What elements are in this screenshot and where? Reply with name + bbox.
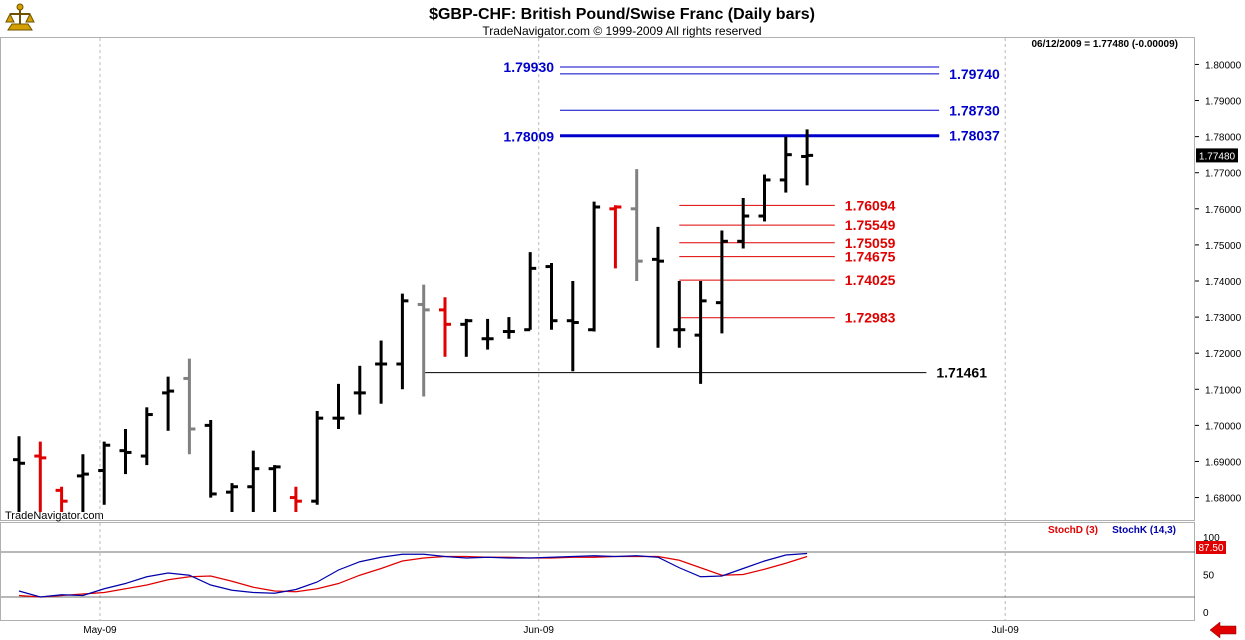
level-label-1: 1.79740 [949, 66, 1000, 82]
ohlc-bar [801, 129, 814, 186]
ohlc-bar [268, 465, 281, 512]
price-tick-label-10: 1.70000 [1205, 421, 1242, 432]
level-label-9: 1.74025 [845, 272, 896, 288]
ohlc-bar [55, 486, 68, 512]
chart-title: $GBP-CHF: British Pound/Swise Franc (Dai… [429, 6, 815, 23]
level-label-2: 1.78730 [949, 102, 1000, 118]
price-tick-label-4: 1.76000 [1205, 205, 1242, 216]
level-label-0: 1.79930 [503, 59, 554, 75]
ohlc-bar [396, 293, 409, 390]
ohlc-bar [162, 376, 175, 431]
level-label-8: 1.74675 [845, 249, 896, 265]
stoch-tick-label-2: 0 [1203, 608, 1209, 619]
price-tick-label-8: 1.72000 [1205, 349, 1242, 360]
ohlc-bar [289, 486, 302, 512]
ohlc-bar [311, 410, 324, 505]
price-axis: 1.80000 1.79000 1.78000 1.77000 1.76000 1.750… [1195, 60, 1242, 619]
price-tick-label-6: 1.74000 [1205, 277, 1242, 288]
level-label-11: 1.71461 [936, 365, 987, 381]
price-tick-label-5: 1.75000 [1205, 241, 1242, 252]
left-arrow-icon[interactable] [1206, 621, 1238, 639]
watermark-text: TradeNavigator.com [5, 510, 104, 522]
date-tick-label-0: May-09 [83, 625, 117, 636]
stoch-value-tag [1196, 541, 1226, 554]
ohlc-bar [588, 201, 601, 332]
ohlc-bar [76, 454, 89, 512]
ohlc-bar [673, 281, 686, 348]
stoch-panel-frame [0, 522, 1195, 621]
level-label-7: 1.75059 [845, 235, 896, 251]
ohlc-bar [353, 365, 366, 415]
ohlc-bar [34, 441, 47, 512]
ohlc-bar [737, 197, 750, 249]
logo-icon [5, 3, 35, 31]
legend-stochk: StochK (14,3) [1112, 525, 1176, 536]
ohlc-bar [758, 174, 771, 222]
ohlc-bar [524, 252, 537, 332]
ohlc-bar [652, 226, 664, 348]
stochastic-panel [18, 552, 808, 598]
ohlc-bar [98, 441, 111, 505]
level-label-4: 1.78037 [949, 127, 1000, 143]
level-label-6: 1.75549 [845, 217, 896, 233]
level-label-5: 1.76094 [845, 197, 896, 213]
last-price-label: 1.77480 [1199, 151, 1236, 162]
price-tick-label-3: 1.77000 [1205, 169, 1242, 180]
ohlc-bar [439, 297, 451, 357]
date-axis: May-09 Jun-09 Jul-09 [83, 625, 1019, 636]
price-tick-label-9: 1.71000 [1205, 385, 1242, 396]
stoch-tick-label-1: 50 [1203, 571, 1215, 582]
legend-stochd: StochD (3) [1048, 525, 1098, 536]
level-lines: 1.79930 1.79740 1.78730 1.78009 1.78037 1.760… [423, 59, 1000, 381]
ohlc-bar [609, 205, 622, 269]
stoch-tick-label-0: 100 [1203, 533, 1220, 544]
price-tick-label-12: 1.68000 [1205, 494, 1242, 505]
stoch-series-line-1 [18, 552, 808, 598]
price-tick-label-1: 1.79000 [1205, 97, 1242, 108]
ohlc-bar [13, 436, 25, 512]
price-tick-label-2: 1.78000 [1205, 133, 1242, 144]
ohlc-bar [183, 358, 196, 455]
ohlc-bar [460, 318, 473, 357]
grid-layer [1, 38, 1195, 620]
ohlc-bar [694, 281, 707, 384]
date-tick-label-1: Jun-09 [523, 625, 554, 636]
price-tick-label-7: 1.73000 [1205, 313, 1242, 324]
ohlc-bar [481, 318, 494, 350]
ohlc-bar [417, 284, 430, 397]
ohlc-bar [140, 407, 153, 466]
ohlc-bar [247, 450, 260, 512]
ohlc-bar [630, 169, 643, 281]
level-label-10: 1.72983 [845, 310, 896, 326]
price-panel-frame [0, 37, 1195, 521]
price-tick-label-0: 1.80000 [1205, 60, 1242, 71]
ohlc-bar [566, 281, 579, 372]
ohlc-bars [13, 129, 814, 512]
stoch-series-line-0 [18, 555, 808, 598]
ohlc-bar [226, 483, 238, 512]
price-tick-label-11: 1.69000 [1205, 457, 1242, 468]
ohlc-bar [204, 419, 217, 498]
ohlc-bar [375, 340, 388, 404]
ohlc-bar [332, 383, 345, 429]
level-label-3: 1.78009 [503, 128, 554, 144]
date-tick-label-2: Jul-09 [992, 625, 1020, 636]
ohlc-bar [502, 317, 515, 339]
ohlc-bar [715, 230, 728, 334]
stoch-value-label: 87.50 [1198, 543, 1223, 554]
ohlc-bar [119, 428, 132, 475]
quote-readout: 06/12/2009 = 1.77480 (-0.00009) [1031, 39, 1178, 50]
ohlc-bar [779, 136, 792, 193]
last-price-tag [1196, 148, 1238, 163]
copyright-text: TradeNavigator.com © 1999-2009 All right… [482, 24, 761, 38]
ohlc-bar [545, 262, 558, 330]
